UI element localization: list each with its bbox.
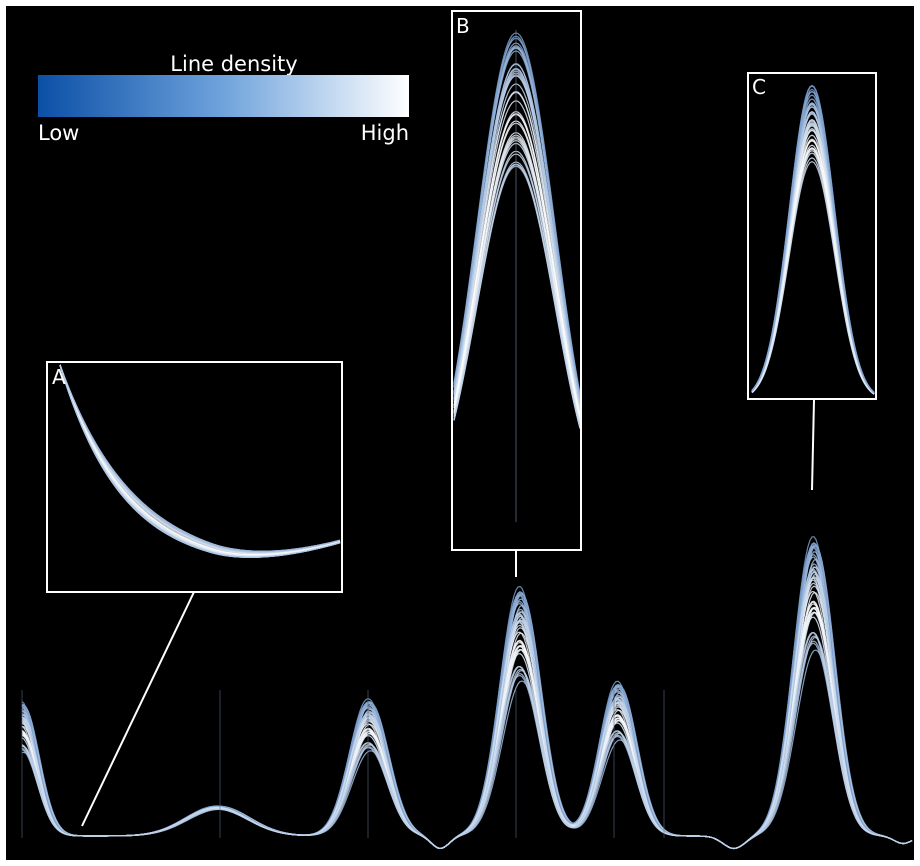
inset-b-curve [453,100,581,412]
inset-b-curve [453,112,581,415]
inset-b-curve [453,46,581,398]
inset-c-frame [747,72,877,400]
inset-b-curve [453,91,581,410]
inset-a-curve [59,364,341,557]
inset-b-label: B [456,14,470,38]
legend-low-label: Low [38,121,79,145]
inset-c-label: C [752,75,766,99]
inset-a-frame [46,361,343,593]
main-vertical-guides [21,690,665,838]
legend-high-label: High [361,121,409,145]
inset-b-curve [453,122,581,418]
connector-a [81,591,195,827]
inset-b: B [451,10,582,551]
connector-c [811,399,815,491]
main-curve-ensemble [21,536,913,850]
inset-c-curve [751,157,875,395]
inset-a-curves [59,364,341,558]
inset-c-curves [751,84,875,395]
legend-title: Line density [170,52,297,76]
inset-b-curve [453,83,581,408]
inset-c-curve [751,144,875,395]
inset-c-curve [751,129,875,394]
inset-b-curve [453,67,581,404]
density-legend: Line density Low High [38,52,409,145]
inset-b-curve [453,163,581,429]
ensemble-curve [21,577,913,850]
legend-colorbar [38,75,409,117]
inset-b-curve [453,136,581,422]
inset-connectors [81,399,815,827]
inset-a: A [46,361,343,593]
inset-a-label: A [52,365,66,389]
inset-c-curve [751,91,875,394]
inset-a-curve [59,364,341,558]
inset-a-curve [59,364,341,553]
inset-b-curves [453,30,581,522]
inset-b-frame [451,10,582,551]
inset-b-curve [453,37,581,396]
inset-c: C [747,72,877,400]
inset-b-curve [453,150,581,425]
inset-a-curve [59,364,341,552]
